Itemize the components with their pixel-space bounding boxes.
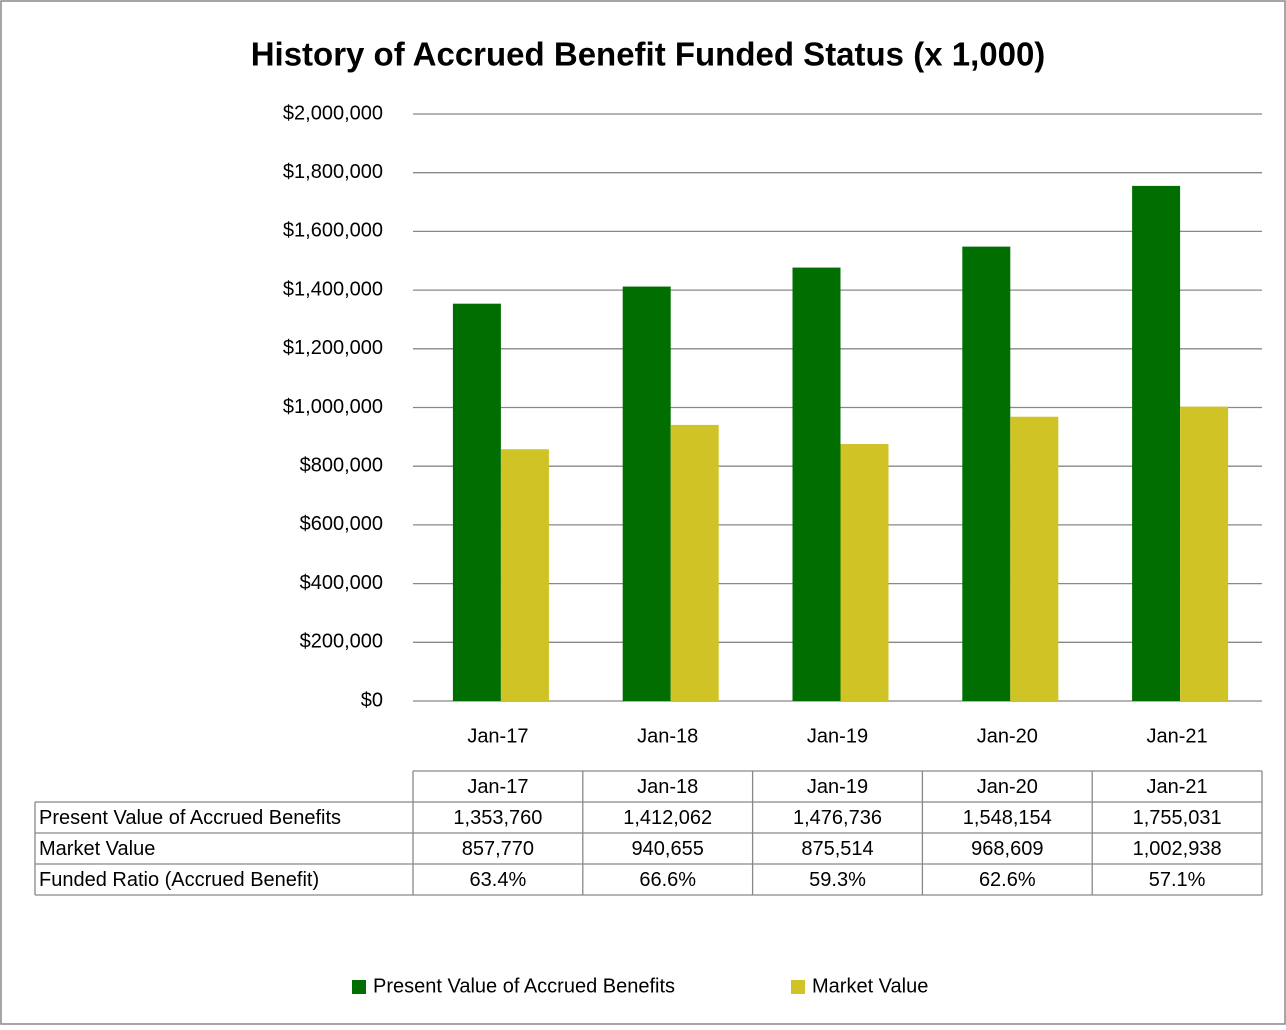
bar [792, 267, 841, 701]
table-cell: 875,514 [801, 838, 873, 860]
legend-label: Market Value [812, 975, 928, 997]
table-header: Jan-20 [977, 776, 1038, 798]
bar [840, 444, 889, 701]
x-tick-label: Jan-21 [1147, 725, 1208, 747]
y-tick-label: $1,600,000 [283, 220, 383, 242]
table-cell: 63.4% [470, 869, 527, 891]
bar [500, 449, 549, 701]
y-tick-label: $1,000,000 [283, 396, 383, 418]
table-cell: 1,548,154 [963, 807, 1052, 829]
y-tick-label: $2,000,000 [283, 102, 383, 124]
table-header: Jan-18 [637, 776, 698, 798]
bar [1180, 406, 1229, 701]
bar [452, 303, 501, 701]
bar [670, 424, 719, 701]
bar [1132, 185, 1181, 701]
y-tick-label: $1,200,000 [283, 337, 383, 359]
table-header: Jan-19 [807, 776, 868, 798]
table-row-label: Funded Ratio (Accrued Benefit) [39, 869, 319, 891]
table-row-label: Present Value of Accrued Benefits [39, 807, 341, 829]
y-tick-label: $1,400,000 [283, 278, 383, 300]
y-tick-label: $200,000 [300, 631, 383, 653]
legend-swatch [352, 980, 366, 994]
table-cell: 857,770 [462, 838, 534, 860]
bar [962, 246, 1011, 701]
x-tick-label: Jan-19 [807, 725, 868, 747]
table-row-label: Market Value [39, 838, 155, 860]
legend-label: Present Value of Accrued Benefits [373, 975, 675, 997]
x-tick-label: Jan-18 [637, 725, 698, 747]
table-cell: 1,412,062 [623, 807, 712, 829]
table-cell: 66.6% [639, 869, 696, 891]
y-tick-label: $0 [361, 689, 383, 711]
bar [1010, 416, 1059, 701]
table-cell: 1,002,938 [1133, 838, 1222, 860]
y-tick-label: $600,000 [300, 513, 383, 535]
table-cell: 1,755,031 [1133, 807, 1222, 829]
y-tick-label: $400,000 [300, 572, 383, 594]
x-tick-label: Jan-17 [467, 725, 528, 747]
table-cell: 1,476,736 [793, 807, 882, 829]
table-cell: 1,353,760 [453, 807, 542, 829]
table-cell: 57.1% [1149, 869, 1206, 891]
table-cell: 940,655 [632, 838, 704, 860]
table-cell: 968,609 [971, 838, 1043, 860]
bar [622, 286, 671, 701]
chart-title: History of Accrued Benefit Funded Status… [251, 36, 1046, 73]
x-tick-label: Jan-20 [977, 725, 1038, 747]
y-tick-label: $800,000 [300, 454, 383, 476]
table-cell: 59.3% [809, 869, 866, 891]
table-header: Jan-17 [467, 776, 528, 798]
legend-swatch [791, 980, 805, 994]
y-tick-label: $1,800,000 [283, 161, 383, 183]
table-cell: 62.6% [979, 869, 1036, 891]
table-header: Jan-21 [1147, 776, 1208, 798]
